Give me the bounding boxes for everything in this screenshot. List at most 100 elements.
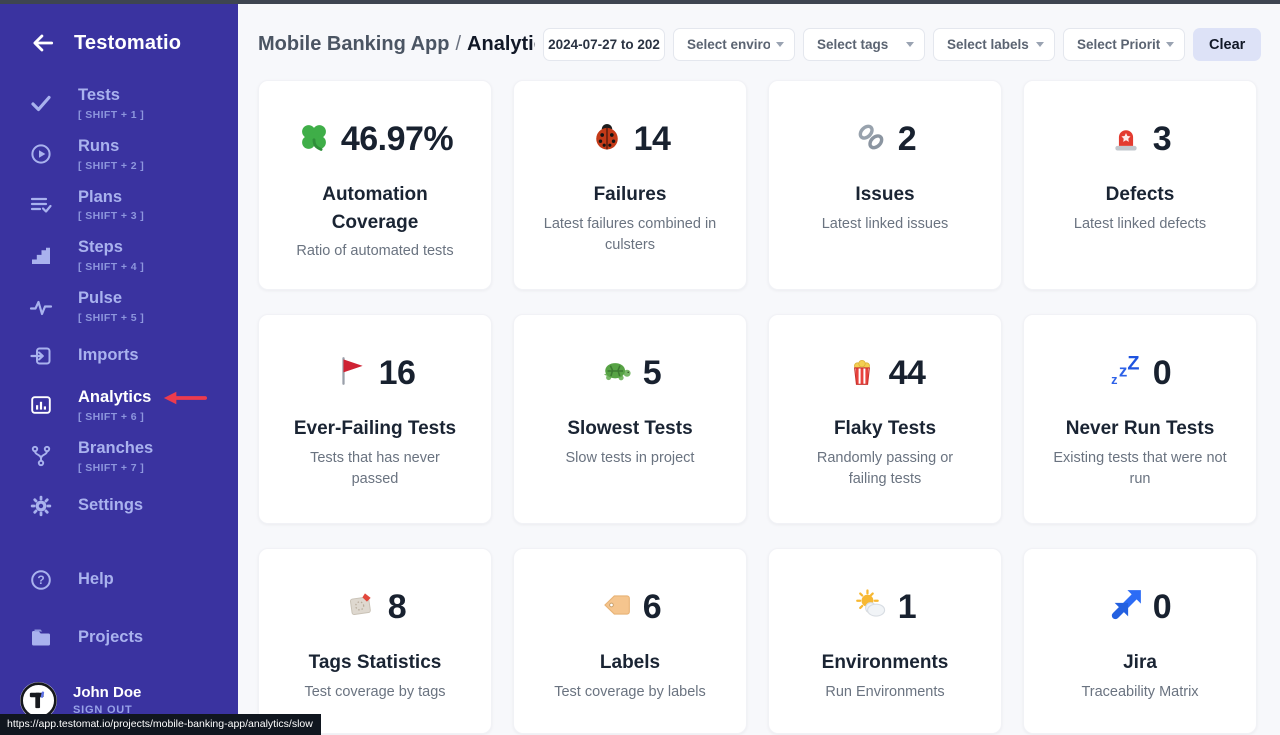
sidebar-item-steps[interactable]: Steps [ SHIFT + 4 ] [0, 230, 238, 281]
chevron-down-icon [1166, 42, 1174, 47]
card-value: 46.97% [340, 119, 454, 158]
sidebar-item-branches[interactable]: Branches [ SHIFT + 7 ] [0, 431, 238, 482]
folder-icon [28, 626, 54, 650]
card-value: 14 [633, 119, 671, 158]
card-title: Defects [1105, 184, 1175, 205]
card-title: Environments [821, 652, 949, 673]
sidebar-item-label: Branches [78, 438, 154, 457]
card-subtitle: Latest linked defects [1073, 215, 1207, 232]
environment-select[interactable]: Select environments [673, 28, 795, 61]
user-name[interactable]: John Doe [73, 684, 142, 702]
sidebar-item-pulse[interactable]: Pulse [ SHIFT + 5 ] [0, 281, 238, 332]
chevron-down-icon [776, 42, 784, 47]
label-tag-icon [599, 588, 633, 627]
tags-select[interactable]: Select tags [803, 28, 925, 61]
git-branch-icon [28, 444, 54, 468]
sidebar-item-label: Tests [78, 86, 120, 104]
card-subtitle: Latest failures combined in culsters [543, 215, 717, 253]
sidebar-item-label: Projects [78, 627, 144, 646]
sidebar-item-help[interactable]: ? Help [0, 556, 238, 604]
card-title: Labels [599, 652, 661, 673]
popcorn-icon [845, 354, 879, 393]
card-title: Slowest Tests [567, 418, 693, 439]
labels-select[interactable]: Select labels [933, 28, 1055, 61]
sidebar-item-label: Help [78, 569, 114, 588]
priority-select-value: Select Priority [1077, 37, 1160, 52]
card-title: Never Run Tests [1065, 418, 1215, 439]
card-defects[interactable]: 3 Defects Latest linked defects [1023, 80, 1257, 290]
card-automation-coverage[interactable]: 46.97% Automation Coverage Ratio of auto… [258, 80, 492, 290]
card-value: 2 [897, 119, 917, 158]
sidebar-item-label: Imports [78, 346, 139, 365]
card-subtitle: Ratio of automated tests [296, 243, 454, 260]
date-range-input[interactable]: 2024-07-27 to 202 [543, 28, 665, 61]
page-header: Mobile Banking App/Analytics 2024-07-27 … [238, 4, 1280, 61]
sidebar-item-plans[interactable]: Plans [ SHIFT + 3 ] [0, 180, 238, 231]
sidebar-item-analytics[interactable]: Analytics [ SHIFT + 6 ] [0, 380, 238, 431]
brand-title[interactable]: Testomatio [74, 31, 182, 54]
sidebar-item-projects[interactable]: Projects [0, 614, 238, 662]
back-arrow-icon[interactable] [30, 30, 56, 56]
filter-bar: 2024-07-27 to 202 Select environments Se… [543, 28, 1262, 61]
card-tags-statistics[interactable]: 8 Tags Statistics Test coverage by tags [258, 548, 492, 734]
svg-text:z: z [1119, 361, 1128, 380]
sidebar-item-imports[interactable]: Imports [0, 332, 238, 380]
sidebar-item-shortcut: [ SHIFT + 3 ] [78, 210, 145, 223]
card-labels[interactable]: 6 Labels Test coverage by labels [513, 548, 747, 734]
card-subtitle: Slow tests in project [565, 449, 695, 466]
card-title: Automation Coverage [322, 184, 428, 233]
card-flaky-tests[interactable]: 44 Flaky Tests Randomly passing or faili… [768, 314, 1002, 524]
breadcrumb-separator: / [455, 33, 462, 55]
sidebar-item-shortcut: [ SHIFT + 2 ] [78, 159, 145, 172]
help-circle-icon: ? [28, 568, 54, 592]
user-section: John Doe SIGN OUT [0, 670, 238, 719]
main-content: Mobile Banking App/Analytics 2024-07-27 … [238, 4, 1280, 735]
card-title: Issues [855, 184, 915, 205]
link-icon [854, 120, 888, 159]
bar-chart-icon [28, 393, 54, 417]
sidebar-item-shortcut: [ SHIFT + 5 ] [78, 311, 145, 324]
svg-text:Z: Z [1127, 354, 1139, 375]
pulse-icon [28, 295, 54, 319]
clear-filters-button[interactable]: Clear [1193, 28, 1262, 61]
breadcrumb-project-link[interactable]: Mobile Banking App [258, 33, 450, 55]
sidebar-item-label: Plans [78, 187, 123, 206]
card-value: 16 [378, 353, 416, 392]
svg-text:z: z [1111, 371, 1117, 386]
card-jira[interactable]: 0 Jira Traceability Matrix [1023, 548, 1257, 734]
card-subtitle: Existing tests that were not run [1053, 449, 1227, 487]
card-slowest-tests[interactable]: 5 Slowest Tests Slow tests in project [513, 314, 747, 524]
card-subtitle: Test coverage by labels [554, 683, 706, 700]
tag-icon [344, 588, 378, 627]
priority-select[interactable]: Select Priority [1063, 28, 1185, 61]
sidebar-item-tests[interactable]: Tests [ SHIFT + 1 ] [0, 78, 238, 129]
steps-icon [28, 244, 54, 268]
card-value: 5 [642, 353, 662, 392]
card-failures[interactable]: 14 Failures Latest failures combined in … [513, 80, 747, 290]
flag-icon [335, 354, 369, 393]
card-issues[interactable]: 2 Issues Latest linked issues [768, 80, 1002, 290]
card-ever-failing-tests[interactable]: 16 Ever-Failing Tests Tests that has nev… [258, 314, 492, 524]
environment-select-value: Select environments [687, 37, 770, 52]
list-check-icon [28, 193, 54, 217]
testomatio-logo-avatar[interactable] [20, 681, 57, 719]
card-value: 0 [1152, 587, 1172, 626]
card-environments[interactable]: 1 Environments Run Environments [768, 548, 1002, 734]
check-icon [28, 91, 54, 115]
sidebar-item-label: Pulse [78, 289, 123, 308]
sidebar-item-runs[interactable]: Runs [ SHIFT + 2 ] [0, 129, 238, 180]
sidebar-item-settings[interactable]: Settings [0, 482, 238, 530]
import-icon [28, 344, 54, 368]
card-value: 0 [1152, 353, 1172, 392]
sidebar: Testomatio Tests [ SHIFT + 1 ] Runs [ SHIF… [0, 4, 238, 735]
card-subtitle: Run Environments [825, 683, 945, 700]
svg-text:?: ? [37, 573, 44, 587]
jira-icon [1109, 588, 1143, 627]
sign-out-link[interactable]: SIGN OUT [73, 704, 133, 717]
page-title: Analytics [467, 33, 535, 55]
card-title: Jira [1123, 652, 1157, 673]
card-value: 3 [1152, 119, 1172, 158]
card-title: Ever-Failing Tests [293, 418, 457, 439]
